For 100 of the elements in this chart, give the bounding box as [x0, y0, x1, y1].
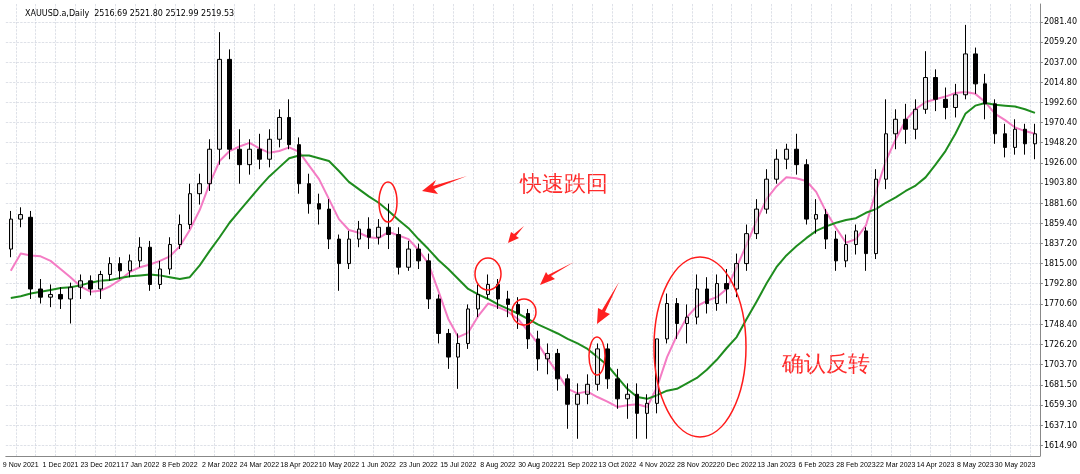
candlestick — [1033, 123, 1037, 160]
candlestick — [337, 234, 341, 292]
candlestick — [267, 128, 272, 168]
y-tick-label: 1748.40 — [1043, 319, 1078, 329]
candlestick — [367, 216, 371, 250]
candlestick — [297, 136, 301, 195]
y-tick-label: 1926.00 — [1043, 158, 1078, 168]
candlestick — [536, 330, 540, 372]
candlestick — [506, 290, 510, 318]
candlestick — [416, 243, 421, 270]
y-tick-label: 1948.20 — [1043, 138, 1078, 148]
annotation: 快速跌回 — [519, 170, 608, 196]
candlestick — [635, 382, 639, 440]
candlestick — [496, 278, 500, 310]
candlestick — [734, 253, 739, 298]
candlestick — [148, 240, 152, 292]
candlestick — [88, 274, 93, 296]
y-tick-label: 1837.20 — [1043, 238, 1078, 248]
candlestick — [68, 282, 73, 324]
candlestick — [526, 308, 530, 350]
candlestick — [9, 210, 13, 258]
candlestick — [774, 148, 779, 185]
candlestick — [456, 332, 460, 390]
candlestick — [973, 47, 978, 95]
candlestick — [814, 198, 818, 235]
candlestick — [406, 240, 411, 272]
candlestick — [645, 393, 649, 440]
candlestick — [555, 348, 560, 392]
candlestick — [48, 283, 53, 308]
annotation: 确认反转 — [781, 350, 870, 376]
y-tick-label: 1970.40 — [1043, 118, 1078, 128]
candlestick — [217, 31, 222, 166]
candlestick — [118, 256, 122, 280]
y-tick-label: 1726.20 — [1043, 339, 1078, 349]
candlestick — [595, 342, 600, 392]
y-tick-label: 1659.30 — [1043, 400, 1078, 410]
candlestick — [705, 276, 709, 314]
candlestick — [1013, 118, 1017, 156]
candlestick — [695, 273, 699, 325]
candlestick — [585, 373, 590, 405]
candlestick — [665, 293, 669, 344]
candlestick — [864, 226, 868, 272]
candlestick — [327, 198, 331, 250]
candlestick — [784, 143, 789, 170]
candlestick — [207, 138, 212, 192]
candlestick — [158, 260, 162, 290]
y-tick-label: 1903.80 — [1043, 178, 1078, 188]
candlestick — [764, 168, 769, 215]
y-tick-label: 1881.60 — [1043, 198, 1078, 208]
text: XAUUSD.a,Daily 2516.69 2521.80 2512.99 2519.53 — [25, 8, 235, 18]
candlestick — [715, 273, 719, 312]
candlestick — [277, 108, 282, 148]
candlestick — [188, 183, 192, 230]
candlestick — [446, 328, 451, 370]
candlestick — [545, 342, 550, 375]
candlestick — [565, 373, 570, 430]
candlestick — [18, 206, 23, 228]
candlestick — [128, 254, 132, 278]
y-tick-label: 2037.00 — [1043, 57, 1078, 67]
candlestick — [1003, 123, 1007, 158]
y-tick-label: 2081.40 — [1043, 17, 1078, 27]
y-tick-label: 1815.00 — [1043, 259, 1078, 269]
candlestick — [754, 198, 759, 240]
candlestick — [287, 98, 291, 150]
candlestick — [386, 203, 391, 250]
candlestick — [963, 24, 968, 100]
candlestick — [28, 210, 33, 300]
y-tick-label: 1614.90 — [1043, 440, 1078, 450]
y-tick-label: 2059.20 — [1043, 37, 1078, 47]
candlestick — [903, 103, 908, 145]
y-tick-label: 1703.70 — [1043, 360, 1078, 370]
candlestick — [227, 48, 232, 160]
candlestick — [983, 73, 987, 120]
candlestick — [197, 173, 202, 206]
candlestick — [257, 133, 262, 170]
candlestick — [685, 303, 689, 344]
candlestick — [516, 296, 520, 330]
candlestick — [436, 293, 441, 344]
candlestick — [98, 270, 103, 300]
candlestick — [108, 256, 112, 282]
candlestick — [38, 278, 43, 305]
candlestick — [724, 268, 729, 305]
candlestick — [78, 273, 83, 300]
candlestick — [1023, 123, 1027, 156]
candlestick — [605, 342, 610, 390]
candlestick — [834, 230, 838, 272]
candlestick — [466, 303, 470, 350]
candlestick — [933, 68, 938, 112]
candlestick — [804, 158, 809, 226]
candlestick — [426, 253, 431, 310]
candlestick — [874, 168, 878, 260]
candlestick — [476, 283, 480, 318]
candlestick — [854, 224, 858, 256]
candlestick — [347, 230, 351, 270]
candlestick — [884, 98, 888, 190]
candlestick — [913, 98, 918, 140]
candlestick — [953, 83, 958, 118]
candlestick — [247, 138, 252, 176]
candlestick — [744, 224, 749, 272]
candlestick — [376, 218, 381, 246]
